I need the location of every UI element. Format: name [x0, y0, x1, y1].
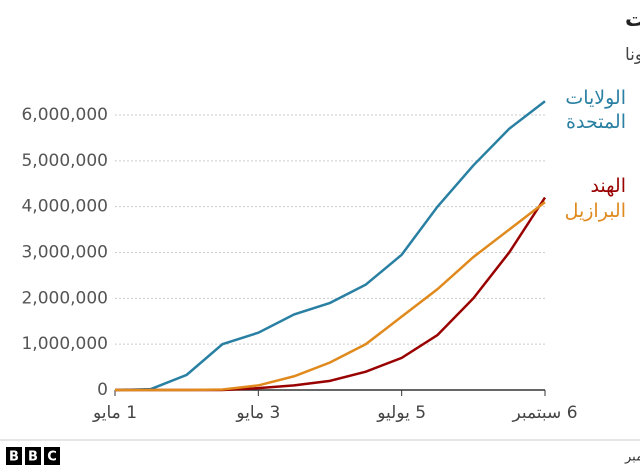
logo-box — [6, 447, 22, 465]
y-tick-label: 2,000,000 — [21, 288, 108, 308]
y-tick-label: 5,000,000 — [21, 151, 108, 171]
logo-letter: B — [28, 450, 38, 465]
legend-label: الهند — [590, 175, 626, 197]
legend-label: الولايات المتحدة — [565, 87, 626, 133]
y-tick-label: 6,000,000 — [21, 105, 108, 125]
chart-subtitle: العدد الإجمالي لعدد حالات الإصابة المؤكد… — [625, 45, 640, 65]
series-line — [114, 100, 546, 392]
logo-box — [44, 447, 60, 465]
logo-letter: C — [47, 450, 57, 465]
logo-box — [25, 447, 41, 465]
y-tick-label: 3,000,000 — [21, 243, 108, 263]
x-tick-label: 1 مايو — [92, 403, 137, 423]
x-tick-label: 3 مايو — [235, 403, 280, 423]
chart-title: الهند ثاني دول العالم في عدد الإصابات — [625, 7, 640, 31]
x-tick-label: 6 سبتمبر — [511, 403, 577, 423]
logo-letter: B — [9, 450, 19, 465]
series-line — [115, 201, 546, 392]
y-tick-label: 4,000,000 — [21, 197, 108, 217]
x-tick-label: 5 يوليو — [376, 403, 426, 423]
legend-label: البرازيل — [564, 200, 626, 222]
source-note: المصدر: جامعة جونز هوبكينز، الأرقام صحيح… — [624, 448, 640, 465]
y-tick-label: 1,000,000 — [21, 334, 108, 354]
y-tick-label: 0 — [97, 380, 108, 400]
